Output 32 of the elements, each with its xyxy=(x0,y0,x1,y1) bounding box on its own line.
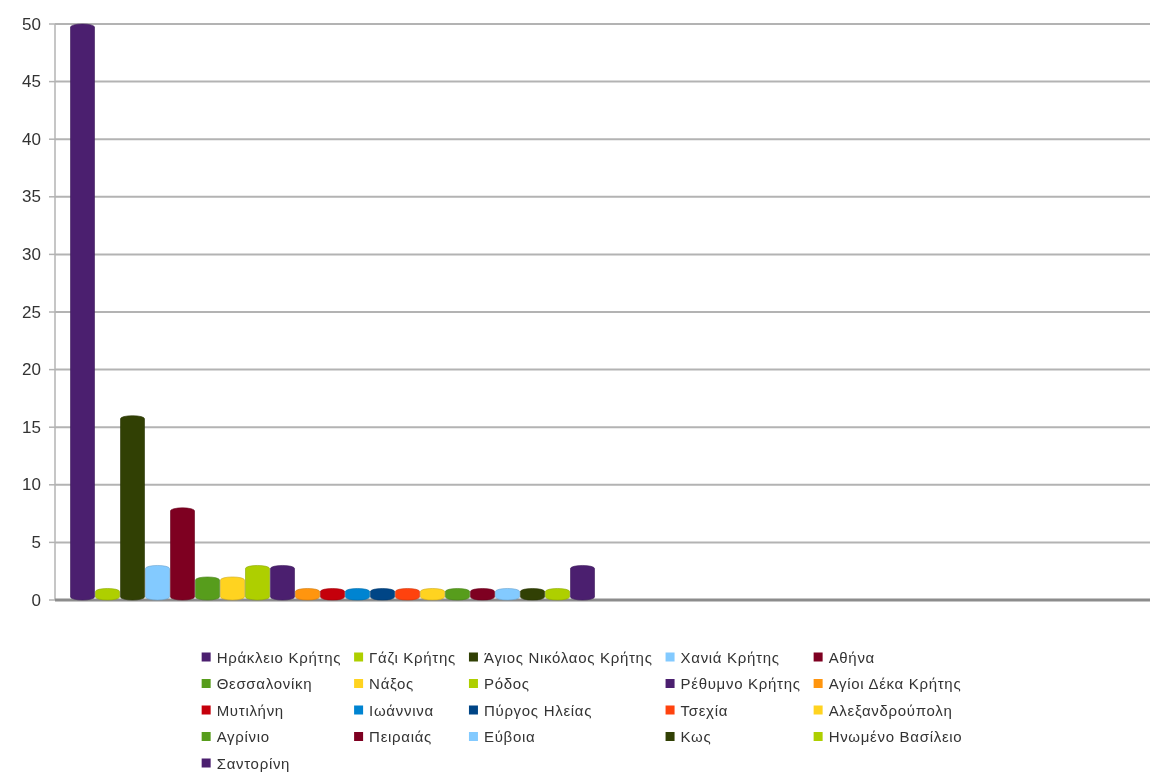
legend-label: Ηνωμένο Βασίλειο xyxy=(828,728,963,745)
legend-label: Εύβοια xyxy=(483,728,536,745)
y-tick-label: 15 xyxy=(22,417,41,437)
y-tick-label: 40 xyxy=(22,129,41,149)
legend-label: Σαντορίνη xyxy=(216,754,291,772)
legend-label: Πειραιάς xyxy=(369,728,432,745)
legend-label: Ρόδος xyxy=(483,675,530,692)
y-tick-label: 45 xyxy=(22,72,41,92)
y-tick-label: 5 xyxy=(31,532,41,552)
legend-label: Αγρίνιο xyxy=(216,728,270,745)
legend-label: Γάζι Κρήτης xyxy=(369,648,456,666)
y-tick-label: 30 xyxy=(22,244,41,264)
y-tick-label: 0 xyxy=(31,590,41,610)
y-tick-label: 10 xyxy=(22,475,41,495)
legend-label: Άγιος Νικόλαος Κρήτης xyxy=(483,648,653,666)
legend-label: Τσεχία xyxy=(680,701,729,719)
legend-label: Κως xyxy=(680,728,712,745)
legend-label: Αθήνα xyxy=(828,648,876,666)
legend-label: Αλεξανδρούπολη xyxy=(828,701,953,719)
legend-label: Πύργος Ηλείας xyxy=(483,701,593,719)
y-tick-label: 25 xyxy=(22,302,41,322)
legend-label: Ιωάννινα xyxy=(369,701,434,719)
y-tick-label: 20 xyxy=(22,360,41,380)
legend-label: Ρέθυμνο Κρήτης xyxy=(680,675,801,692)
legend-label: Αγίοι Δέκα Κρήτης xyxy=(828,675,962,692)
legend-label: Νάξος xyxy=(369,675,414,692)
y-tick-label: 50 xyxy=(22,14,41,34)
legend-label: Θεσσαλονίκη xyxy=(216,675,313,692)
y-tick-label: 35 xyxy=(22,187,41,207)
legend-label: Μυτιλήνη xyxy=(216,701,284,719)
legend-label: Ηράκλειο Κρήτης xyxy=(216,648,342,666)
legend-label: Χανιά Κρήτης xyxy=(680,648,780,666)
